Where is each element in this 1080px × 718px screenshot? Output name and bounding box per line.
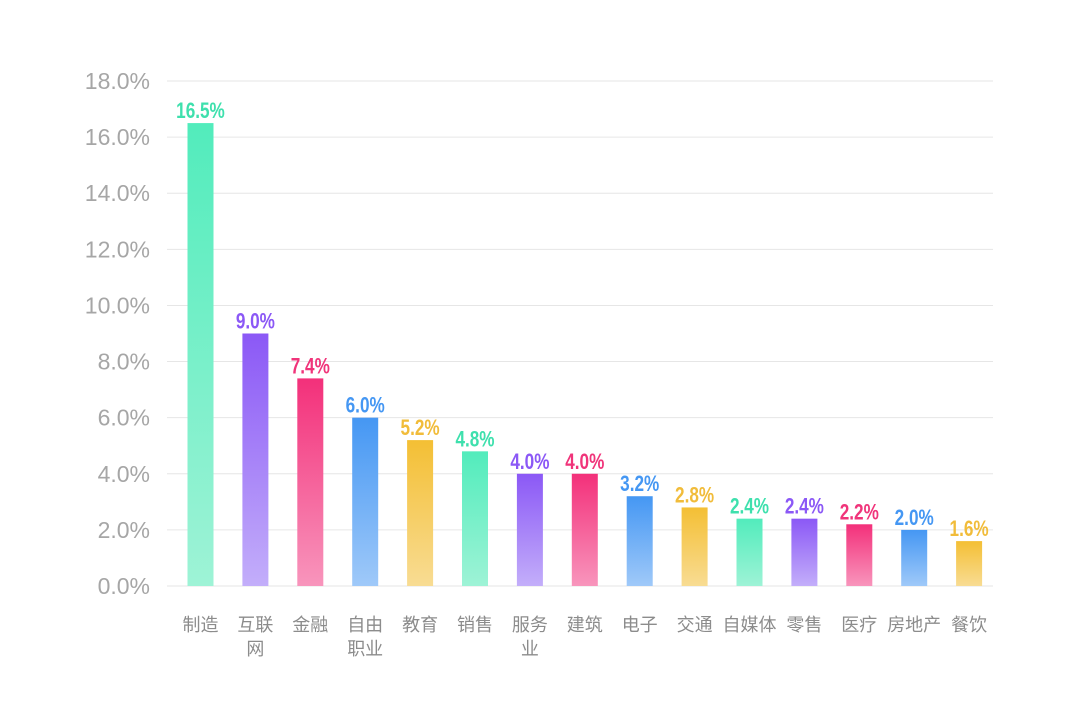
y-axis-tick-labels: 0.0% 2.0% 4.0% 6.0% 8.0% 10.0% 12.0% 14.0% 16.0%… bbox=[85, 68, 150, 599]
x-tick-label: 自媒体 bbox=[723, 615, 777, 636]
data-label: 2.4% bbox=[785, 495, 824, 520]
bar-自由职业 bbox=[352, 417, 379, 586]
data-label: 6.0% bbox=[346, 394, 385, 419]
x-tick-label: 教育 bbox=[402, 615, 438, 636]
y-tick-label: 12.0% bbox=[85, 236, 150, 262]
data-label: 4.8% bbox=[455, 427, 494, 452]
bar-交通 bbox=[681, 507, 708, 586]
x-tick-label: 医疗 bbox=[841, 615, 877, 636]
x-tick-label: 餐饮 bbox=[951, 615, 987, 636]
data-label: 2.2% bbox=[840, 500, 879, 525]
y-tick-label: 14.0% bbox=[85, 180, 150, 206]
data-label: 16.5% bbox=[176, 99, 225, 124]
bar-销售 bbox=[462, 451, 488, 586]
data-label: 5.2% bbox=[401, 416, 440, 441]
y-tick-label: 16.0% bbox=[85, 124, 150, 150]
x-tick-label: 房地产 bbox=[887, 615, 941, 636]
bar-零售 bbox=[791, 518, 818, 586]
x-tick-label: 互联网 bbox=[237, 615, 273, 660]
data-label: 2.0% bbox=[895, 506, 934, 531]
data-label: 4.0% bbox=[565, 450, 604, 475]
y-tick-label: 8.0% bbox=[98, 349, 150, 375]
bar-制造 bbox=[187, 123, 214, 586]
x-tick-label: 建筑 bbox=[567, 615, 603, 636]
bars bbox=[187, 123, 983, 586]
bar-服务业 bbox=[516, 473, 543, 586]
data-label: 2.8% bbox=[675, 483, 714, 508]
bar-建筑 bbox=[571, 473, 598, 586]
y-tick-label: 2.0% bbox=[98, 517, 150, 543]
y-tick-label: 10.0% bbox=[85, 292, 150, 318]
data-label: 7.4% bbox=[291, 354, 330, 379]
data-label: 4.0% bbox=[510, 450, 549, 475]
bar-教育 bbox=[407, 440, 434, 586]
data-labels: 16.5% 9.0% 7.4% 6.0% 5.2% 4.8% 4.0% 4.0% 3.2% 2.8… bbox=[176, 99, 989, 542]
x-tick-label: 制造 bbox=[183, 615, 219, 636]
bar-互联网 bbox=[242, 333, 269, 586]
x-tick-label: 自由职业 bbox=[347, 615, 383, 660]
y-tick-label: 0.0% bbox=[98, 573, 150, 599]
bar-医疗 bbox=[846, 524, 873, 586]
x-tick-label: 电子 bbox=[622, 615, 658, 636]
x-tick-label: 销售 bbox=[457, 615, 493, 636]
bar-餐饮 bbox=[956, 541, 983, 586]
x-tick-label: 交通 bbox=[677, 615, 713, 636]
y-tick-label: 6.0% bbox=[98, 405, 150, 431]
x-tick-label: 服务业 bbox=[512, 615, 548, 660]
data-label: 3.2% bbox=[620, 472, 659, 497]
bar-自媒体 bbox=[736, 518, 763, 586]
bar-房地产 bbox=[901, 529, 928, 586]
data-label: 1.6% bbox=[950, 517, 989, 542]
bar-金融 bbox=[297, 378, 324, 586]
y-tick-label: 18.0% bbox=[85, 68, 150, 94]
y-tick-label: 4.0% bbox=[98, 461, 150, 487]
x-tick-label: 金融 bbox=[292, 615, 328, 636]
x-tick-label: 零售 bbox=[786, 615, 822, 636]
data-label: 2.4% bbox=[730, 495, 769, 520]
data-label: 9.0% bbox=[236, 310, 275, 335]
bar-电子 bbox=[626, 496, 653, 586]
